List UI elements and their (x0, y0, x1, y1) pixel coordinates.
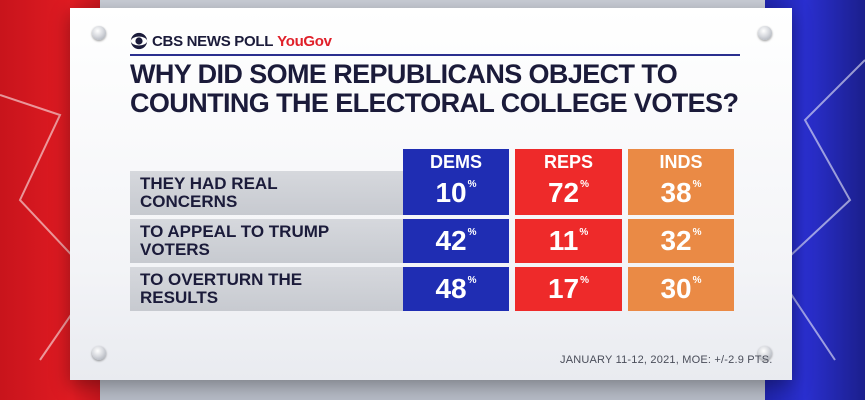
value-cell-dems: 10% (403, 171, 509, 215)
brand-partner: YouGov (277, 32, 332, 50)
value-cell-inds: 38% (628, 171, 734, 215)
value-cell-reps: 72% (515, 171, 622, 215)
chart-title: WHY DID SOME REPUBLICANS OBJECT TO COUNT… (130, 60, 770, 118)
percent-sign: % (467, 227, 477, 238)
value-label: 42 (435, 225, 467, 256)
decorative-star-right (773, 59, 865, 361)
value-label: 72 (547, 177, 580, 208)
percent-sign: % (467, 275, 477, 286)
cbs-eye-logo-icon (130, 32, 148, 50)
brand-network: CBS NEWS POLL (152, 32, 274, 50)
row-label-line: THEY HAD REAL (140, 174, 278, 193)
row-label-line: RESULTS (140, 288, 219, 307)
percent-sign: % (692, 179, 702, 190)
value-label: 30 (660, 273, 692, 304)
value-label: 11 (548, 225, 579, 256)
row-label-line: CONCERNS (140, 192, 238, 211)
value-label: 48 (435, 273, 467, 304)
poll-header: CBS NEWS POLL YouGov (130, 32, 332, 50)
value-cell-reps: 11% (515, 219, 622, 263)
row-label-line: TO APPEAL TO TRUMP (140, 222, 330, 241)
poll-footnote: JANUARY 11-12, 2021, MOE: +/-2.9 PTS. (560, 354, 773, 366)
title-line-1: WHY DID SOME REPUBLICANS OBJECT TO (130, 59, 678, 89)
value-cell-dems: 48% (403, 267, 509, 311)
header-rule (130, 54, 740, 56)
value-cell-inds: 32% (628, 219, 734, 263)
percent-sign: % (692, 275, 702, 286)
row-label-line: TO OVERTURN THE (140, 270, 303, 289)
tack-bottom-right (758, 346, 772, 360)
title-line-2: COUNTING THE ELECTORAL COLLEGE VOTES? (130, 88, 739, 118)
percent-sign: % (467, 179, 477, 190)
value-label: 32 (660, 225, 692, 256)
value-label: 38 (660, 177, 692, 208)
poll-card: CBS NEWS POLL YouGov WHY DID SOME REPUBL… (70, 8, 792, 380)
tack-bottom-left (92, 346, 106, 360)
percent-sign: % (692, 227, 702, 238)
percent-sign: % (580, 179, 590, 190)
tack-top-left (92, 26, 106, 40)
value-cell-inds: 30% (628, 267, 734, 311)
tack-top-right (758, 26, 772, 40)
row-label-line: VOTERS (140, 240, 210, 259)
value-label: 17 (547, 273, 580, 304)
value-label: 10 (435, 177, 467, 208)
percent-sign: % (579, 227, 589, 238)
value-cell-dems: 42% (403, 219, 509, 263)
percent-sign: % (580, 275, 590, 286)
value-cell-reps: 17% (515, 267, 622, 311)
